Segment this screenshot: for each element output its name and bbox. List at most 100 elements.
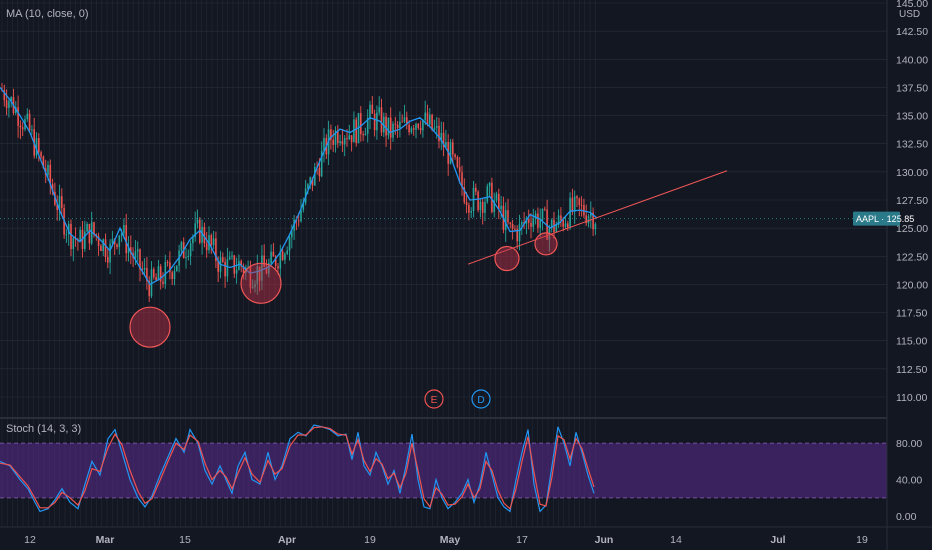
- candle-body: [38, 138, 40, 153]
- price-tick-label: 130.00: [896, 167, 928, 179]
- candle-body: [203, 226, 206, 244]
- candle-body: [550, 219, 553, 229]
- candle-body: [228, 256, 231, 260]
- candle-body: [51, 184, 54, 192]
- candle-body: [130, 247, 132, 254]
- stoch-d-line: [0, 426, 595, 510]
- candle-body: [571, 197, 574, 212]
- candle-body: [463, 187, 466, 203]
- time-tick-label: Mar: [96, 534, 115, 546]
- candle-body: [261, 255, 263, 281]
- candle-body: [516, 228, 518, 242]
- candle-body: [256, 266, 259, 285]
- candle-body: [159, 266, 162, 282]
- candle-body: [530, 222, 532, 227]
- candle-body: [378, 107, 380, 113]
- candle-body: [468, 204, 470, 213]
- candle-body: [143, 267, 146, 270]
- candle-body: [173, 271, 176, 279]
- candle-body: [65, 234, 68, 235]
- candle-body: [127, 247, 130, 254]
- candle-body: [309, 177, 311, 185]
- candle-body: [564, 223, 567, 227]
- price-tick-label: 137.50: [896, 82, 928, 94]
- candle-body: [265, 266, 268, 274]
- time-tick-label: 17: [516, 534, 528, 546]
- candle-body: [56, 204, 58, 211]
- candle-body: [166, 262, 169, 263]
- candle-body: [422, 120, 424, 131]
- candle-body: [415, 123, 417, 130]
- candle-body: [348, 135, 351, 140]
- candle-body: [123, 225, 125, 234]
- candle-body: [226, 259, 229, 277]
- candle-body: [534, 213, 537, 219]
- stoch-tick-label: 80.00: [896, 438, 922, 450]
- candle-body: [88, 223, 91, 244]
- candle-body: [157, 266, 160, 281]
- price-tick-label: 125.00: [896, 223, 928, 235]
- candle-body: [31, 129, 33, 131]
- stoch-band: [0, 443, 887, 498]
- candle-body: [72, 238, 75, 249]
- candle-body: [380, 107, 383, 133]
- candle-body: [387, 117, 390, 136]
- candle-body: [504, 210, 507, 230]
- candle-body: [67, 223, 70, 235]
- candle-body: [268, 263, 270, 274]
- candle-body: [180, 242, 183, 251]
- candle-body: [284, 253, 286, 260]
- time-tick-label: 19: [364, 534, 376, 546]
- candle-body: [277, 266, 279, 269]
- candle-body: [10, 97, 12, 102]
- candle-body: [201, 226, 203, 243]
- candle-body: [544, 208, 546, 210]
- candle-body: [486, 186, 489, 202]
- event-marker-label: E: [431, 395, 438, 406]
- price-axis[interactable]: 110.00 112.50 115.00 117.50 120.00 122.50 125.…: [896, 0, 928, 404]
- candle-body: [426, 112, 429, 125]
- candle-body: [274, 256, 277, 267]
- candle-body: [102, 239, 104, 252]
- candle-body: [369, 104, 371, 119]
- candle-body: [231, 255, 233, 257]
- candle-body: [557, 215, 560, 225]
- candle-body: [109, 243, 111, 263]
- candle-body: [26, 113, 29, 119]
- time-tick-label: May: [440, 534, 461, 546]
- candle-body: [521, 221, 523, 225]
- candle-body: [258, 266, 261, 281]
- candle-body: [562, 220, 564, 227]
- event-marker-e[interactable]: [424, 389, 444, 409]
- candle-body: [192, 237, 194, 244]
- time-axis[interactable]: 12 Mar 15 Apr 19 May 17 Jun 14 Jul 19: [24, 534, 868, 546]
- candle-body: [254, 284, 256, 288]
- candle-body: [205, 243, 208, 251]
- ma-indicator-label[interactable]: MA (10, close, 0): [6, 8, 89, 20]
- candle-body: [61, 196, 63, 209]
- candle-body: [49, 164, 52, 185]
- stoch-axis[interactable]: 0.00 40.00 80.00: [896, 438, 922, 523]
- candle-body: [100, 246, 102, 252]
- candle-body: [366, 118, 369, 134]
- last-price-text: AAPL · 125.85: [856, 214, 914, 224]
- candle-body: [537, 213, 539, 228]
- candle-body: [438, 125, 440, 142]
- price-tick-label: 145.00: [896, 0, 928, 10]
- candle-body: [376, 112, 378, 131]
- candle-body: [212, 238, 215, 246]
- stoch-indicator-label[interactable]: Stoch (14, 3, 3): [6, 423, 81, 435]
- candle-body: [433, 127, 436, 130]
- trend-line[interactable]: [467, 170, 728, 265]
- candle-body: [107, 257, 109, 263]
- candle-body: [194, 223, 196, 238]
- candle-body: [408, 124, 410, 133]
- candle-body: [116, 244, 118, 248]
- candle-body: [210, 235, 213, 246]
- event-marker-d[interactable]: [471, 389, 491, 409]
- candle-body: [567, 223, 569, 228]
- candle-body: [541, 208, 544, 221]
- candle-body: [580, 205, 583, 206]
